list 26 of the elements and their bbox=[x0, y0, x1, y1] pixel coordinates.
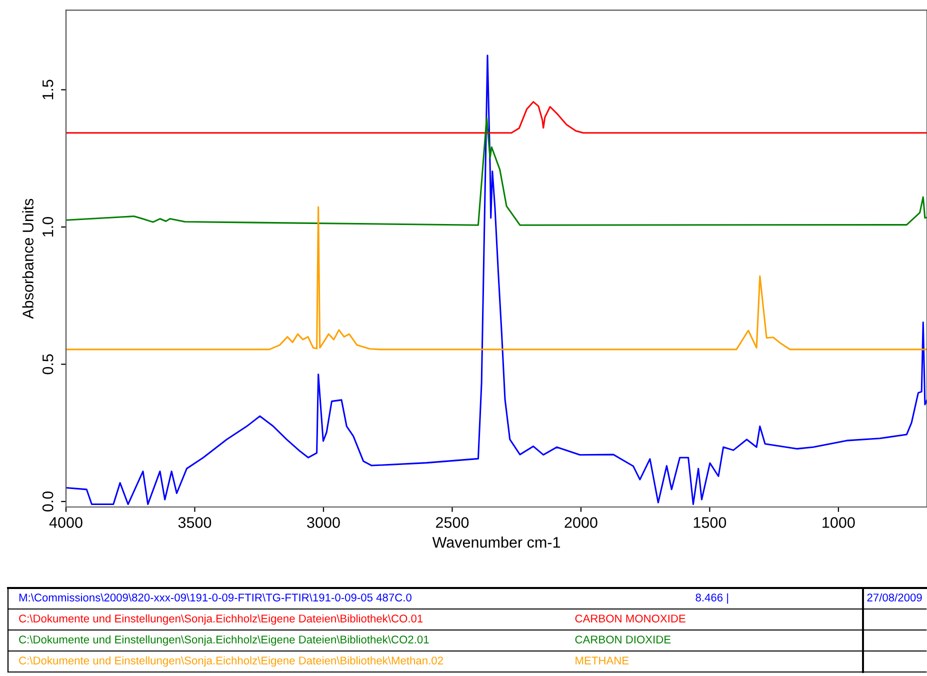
x-tick-label: 1000 bbox=[822, 517, 855, 528]
text: 8.466 | bbox=[696, 593, 728, 604]
y-tick-label: 1.0 bbox=[42, 216, 54, 236]
text: M:\Commissions\2009\820-xxx-09\191-0-09-FTIR\TG-FTIR\191-0-09-05 487C.0 bbox=[19, 593, 412, 602]
x-tick-label: 1500 bbox=[694, 517, 726, 528]
text: CARBON MONOXIDE bbox=[575, 614, 686, 622]
text: 27/08/2009 bbox=[867, 593, 922, 602]
text: C:\Dokumente und Einstellungen\Sonja.Eichholz\Eigene Dateien\Bibliothek\CO2.01 bbox=[19, 635, 429, 646]
x-tick-label: 2000 bbox=[564, 517, 598, 528]
text: CARBON DIOXIDE bbox=[575, 636, 671, 644]
text: METHANE bbox=[576, 656, 629, 664]
line-series bbox=[66, 54, 927, 506]
y-axis-title: Absorbance Units bbox=[22, 198, 34, 319]
line-series bbox=[66, 116, 927, 226]
x-tick-label: 3500 bbox=[178, 517, 212, 528]
y-tick-label: 1.5 bbox=[42, 80, 54, 100]
y-tick-label: 0.0 bbox=[42, 491, 54, 512]
text: C:\Dokumente und Einstellungen\Sonja.Eichholz\Eigene Dateien\Bibliothek\CO.01 bbox=[19, 614, 423, 625]
x-tick-label: 4000 bbox=[49, 517, 82, 528]
x-axis-title: Wavenumber cm-1 bbox=[432, 536, 560, 548]
line-series bbox=[66, 206, 927, 350]
y-tick-label: 0.5 bbox=[42, 354, 54, 374]
line-series bbox=[66, 101, 927, 134]
x-tick-label: 2500 bbox=[436, 517, 469, 528]
text: C:\Dokumente und Einstellungen\Sonja.Eichholz\Eigene Dateien\Bibliothek\Methan.02 bbox=[19, 656, 443, 667]
x-tick-label: 3000 bbox=[307, 517, 340, 528]
